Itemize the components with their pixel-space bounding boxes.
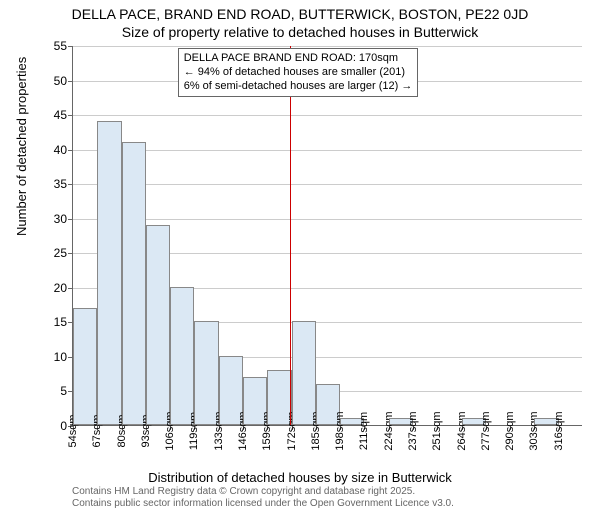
- ytick-label: 5: [60, 384, 67, 398]
- ytick-label: 10: [54, 350, 67, 364]
- ytick-mark: [68, 288, 73, 289]
- chart-title-line2: Size of property relative to detached ho…: [0, 24, 600, 40]
- histogram-bar: [73, 308, 97, 425]
- gridline-h: [73, 46, 582, 47]
- histogram-bar: [122, 142, 146, 425]
- footer-line-1: Contains HM Land Registry data © Crown c…: [72, 486, 415, 497]
- chart-container: DELLA PACE, BRAND END ROAD, BUTTERWICK, …: [0, 0, 600, 500]
- xtick-label: 290sqm: [504, 411, 516, 450]
- ytick-label: 55: [54, 39, 67, 53]
- reference-line: [290, 46, 291, 425]
- gridline-h: [73, 219, 582, 220]
- histogram-bar: [194, 321, 218, 425]
- ytick-label: 20: [54, 281, 67, 295]
- xtick-label: 277sqm: [480, 411, 492, 450]
- ytick-label: 50: [54, 74, 67, 88]
- annotation-line-1: DELLA PACE BRAND END ROAD: 170sqm: [184, 52, 413, 66]
- ytick-mark: [68, 81, 73, 82]
- ytick-mark: [68, 184, 73, 185]
- x-axis-label: Distribution of detached houses by size …: [0, 470, 600, 485]
- ytick-mark: [68, 219, 73, 220]
- histogram-bar: [292, 321, 316, 425]
- y-axis-label: Number of detached properties: [14, 57, 29, 236]
- annotation-box: DELLA PACE BRAND END ROAD: 170sqm ← 94% …: [178, 48, 419, 97]
- xtick-label: 237sqm: [407, 411, 419, 450]
- ytick-label: 45: [54, 108, 67, 122]
- histogram-bar: [146, 225, 170, 425]
- xtick-label: 316sqm: [553, 411, 565, 450]
- histogram-bar: [170, 287, 194, 425]
- ytick-mark: [68, 150, 73, 151]
- ytick-mark: [68, 253, 73, 254]
- gridline-h: [73, 150, 582, 151]
- histogram-bar: [97, 121, 121, 425]
- annotation-line-3: 6% of semi-detached houses are larger (1…: [184, 80, 413, 94]
- gridline-h: [73, 115, 582, 116]
- ytick-label: 25: [54, 246, 67, 260]
- plot-area: DELLA PACE BRAND END ROAD: 170sqm ← 94% …: [72, 46, 582, 426]
- ytick-label: 30: [54, 212, 67, 226]
- ytick-label: 35: [54, 177, 67, 191]
- ytick-label: 40: [54, 143, 67, 157]
- annotation-line-2: ← 94% of detached houses are smaller (20…: [184, 66, 413, 80]
- gridline-h: [73, 184, 582, 185]
- ytick-label: 0: [60, 419, 67, 433]
- chart-title-line1: DELLA PACE, BRAND END ROAD, BUTTERWICK, …: [0, 6, 600, 22]
- xtick-label: 211sqm: [358, 412, 370, 450]
- xtick-label: 251sqm: [431, 411, 443, 450]
- ytick-label: 15: [54, 315, 67, 329]
- ytick-mark: [68, 46, 73, 47]
- ytick-mark: [68, 115, 73, 116]
